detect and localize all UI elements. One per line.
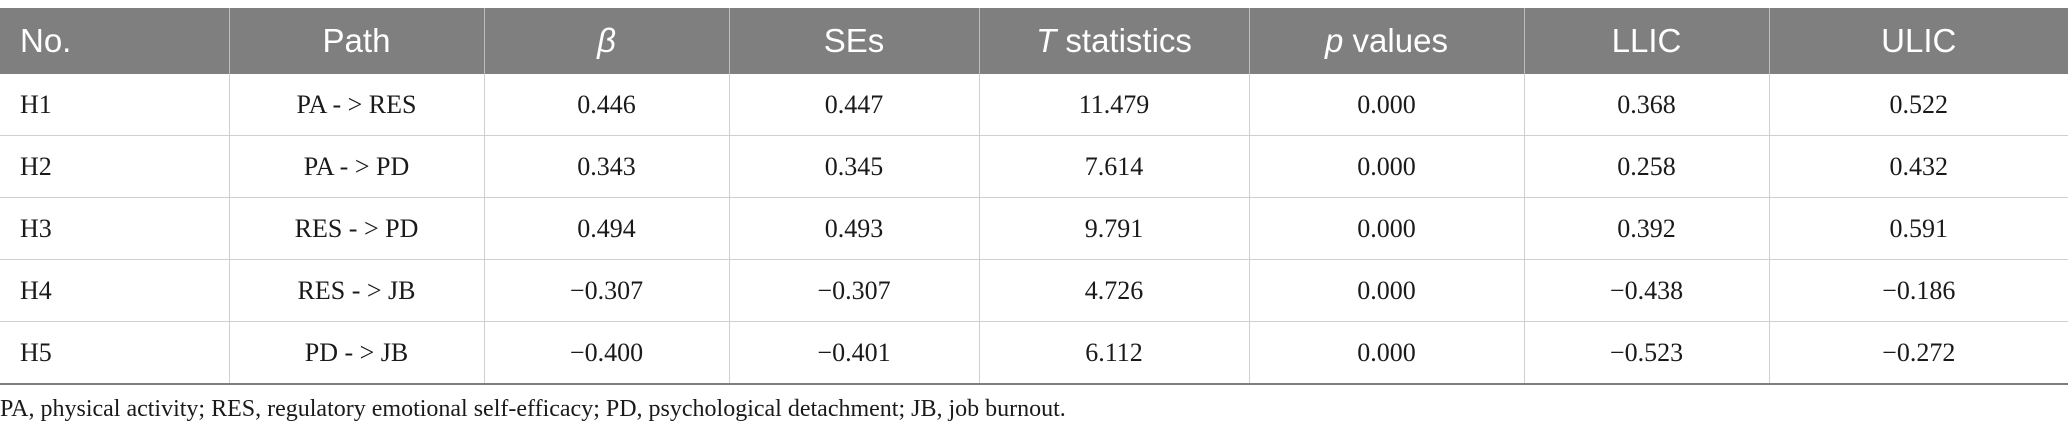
table-cell: 9.791	[979, 197, 1250, 260]
table-cell: −0.438	[1524, 259, 1770, 322]
table-cell: PA - > RES	[229, 74, 485, 136]
table-cell: PA - > PD	[229, 135, 485, 198]
table-footnote: PA, physical activity; RES, regulatory e…	[0, 396, 1066, 422]
table-cell: 0.368	[1524, 74, 1770, 136]
table-row: H3 RES - > PD 0.494 0.493 9.791 0.000 0.…	[0, 197, 2068, 260]
table-row: H1 PA - > RES 0.446 0.447 11.479 0.000 0…	[0, 74, 2068, 136]
table-cell: 0.345	[729, 135, 980, 198]
table-cell: −0.186	[1769, 259, 2068, 322]
table-row: H2 PA - > PD 0.343 0.345 7.614 0.000 0.2…	[0, 135, 2068, 198]
table-cell: −0.523	[1524, 321, 1770, 385]
table-cell: PD - > JB	[229, 321, 485, 385]
header-cell-no: No.	[0, 8, 230, 74]
table-cell: 7.614	[979, 135, 1250, 198]
header-cell-beta: β	[484, 8, 730, 74]
header-cell-t-statistics: T statistics	[979, 8, 1250, 74]
table-cell: 0.000	[1249, 135, 1525, 198]
header-cell-p-values: p values	[1249, 8, 1525, 74]
table-cell: −0.307	[729, 259, 980, 322]
table-cell: 0.432	[1769, 135, 2068, 198]
table-cell: H5	[0, 321, 230, 385]
table-cell: RES - > PD	[229, 197, 485, 260]
table-cell: −0.307	[484, 259, 730, 322]
table-cell: −0.272	[1769, 321, 2068, 385]
table-cell: −0.401	[729, 321, 980, 385]
results-table: No. Path β SEs T statistics p values LLI…	[0, 8, 2068, 385]
header-cell-ses: SEs	[729, 8, 980, 74]
table-cell: 0.343	[484, 135, 730, 198]
table-row: H5 PD - > JB −0.400 −0.401 6.112 0.000 −…	[0, 321, 2068, 385]
table-cell: H4	[0, 259, 230, 322]
header-row: No. Path β SEs T statistics p values LLI…	[0, 8, 2068, 74]
table-cell: 0.258	[1524, 135, 1770, 198]
table-cell: −0.400	[484, 321, 730, 385]
table-cell: 0.392	[1524, 197, 1770, 260]
table-cell: 0.493	[729, 197, 980, 260]
table-cell: 0.494	[484, 197, 730, 260]
table-cell: 4.726	[979, 259, 1250, 322]
table-row: H4 RES - > JB −0.307 −0.307 4.726 0.000 …	[0, 259, 2068, 322]
table-cell: H2	[0, 135, 230, 198]
table-cell: 0.000	[1249, 259, 1525, 322]
table-cell: 0.000	[1249, 321, 1525, 385]
table-cell: RES - > JB	[229, 259, 485, 322]
table-cell: H3	[0, 197, 230, 260]
table-cell: 0.522	[1769, 74, 2068, 136]
table-cell: 0.447	[729, 74, 980, 136]
table-cell: 0.446	[484, 74, 730, 136]
table-cell: 0.000	[1249, 197, 1525, 260]
header-cell-ulic: ULIC	[1769, 8, 2068, 74]
header-cell-path: Path	[229, 8, 485, 74]
header-cell-llic: LLIC	[1524, 8, 1770, 74]
table-cell: 11.479	[979, 74, 1250, 136]
table-cell: 6.112	[979, 321, 1250, 385]
table-cell: 0.000	[1249, 74, 1525, 136]
table-cell: 0.591	[1769, 197, 2068, 260]
table-cell: H1	[0, 74, 230, 136]
